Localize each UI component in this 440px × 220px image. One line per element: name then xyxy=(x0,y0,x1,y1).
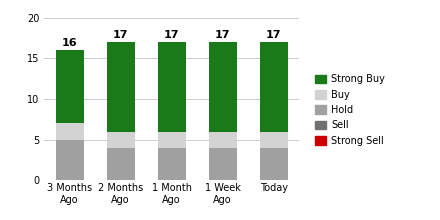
Text: 17: 17 xyxy=(266,29,281,40)
Bar xyxy=(55,123,84,140)
Bar xyxy=(106,148,135,180)
Bar xyxy=(260,148,288,180)
Text: 17: 17 xyxy=(215,29,230,40)
Bar xyxy=(55,50,84,123)
Text: 17: 17 xyxy=(164,29,180,40)
Bar xyxy=(158,42,186,132)
Bar xyxy=(209,132,237,148)
Bar xyxy=(55,140,84,180)
Bar xyxy=(158,148,186,180)
Legend: Strong Buy, Buy, Hold, Sell, Strong Sell: Strong Buy, Buy, Hold, Sell, Strong Sell xyxy=(313,72,387,148)
Bar xyxy=(106,42,135,132)
Bar xyxy=(209,42,237,132)
Bar xyxy=(106,132,135,148)
Text: 16: 16 xyxy=(62,38,77,48)
Bar xyxy=(260,42,288,132)
Bar xyxy=(260,132,288,148)
Bar xyxy=(209,148,237,180)
Bar xyxy=(158,132,186,148)
Text: 17: 17 xyxy=(113,29,128,40)
